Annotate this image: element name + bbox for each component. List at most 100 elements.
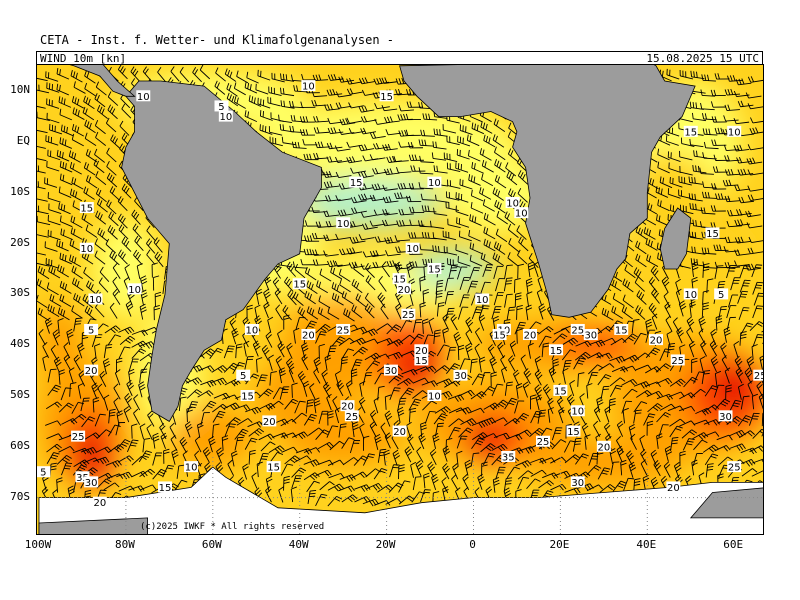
wind-barb: [346, 156, 363, 164]
wind-barb: [107, 225, 118, 240]
wind-field-blob: [551, 329, 639, 361]
wind-barb: [293, 291, 304, 306]
wind-barb: [396, 219, 412, 227]
wind-barb: [536, 288, 543, 305]
wind-barb: [408, 154, 424, 161]
wind-barb: [283, 314, 290, 330]
wind-barb: [369, 132, 386, 139]
wind-barb: [495, 278, 505, 292]
header-bar: WIND 10m [kn] 15.08.2025 15 UTC: [36, 51, 763, 65]
wind-barb: [739, 279, 751, 293]
wind-barb: [334, 260, 351, 268]
wind-barb: [306, 306, 319, 320]
speed-label: 25: [727, 461, 742, 474]
wind-barb: [466, 134, 480, 147]
speed-label: 15: [549, 344, 564, 357]
wind-barb: [47, 214, 61, 226]
wind-barb: [406, 261, 414, 278]
wind-barb: [199, 65, 211, 80]
wind-barb: [722, 179, 739, 187]
wind-barb: [289, 125, 304, 134]
lat-tick-label: 40S: [10, 337, 30, 351]
wind-barb: [72, 277, 84, 292]
wind-barb: [294, 263, 306, 279]
wind-barb: [481, 159, 494, 173]
wind-barb: [284, 276, 294, 292]
wind-barb: [405, 113, 422, 121]
wind-barb: [304, 266, 317, 281]
wind-barb: [456, 266, 468, 280]
speed-label: 25: [336, 323, 351, 336]
map-panel[interactable]: 10 5 10 10 15 15 10 15 10 15 10 10 10 15 10 10 15 10 15 15 2…: [36, 64, 764, 535]
wind-barb: [381, 261, 390, 278]
wind-barb: [479, 148, 492, 161]
wind-barb: [377, 292, 386, 309]
wind-barb: [327, 260, 343, 268]
wind-barb: [455, 162, 469, 173]
wind-barb: [299, 129, 316, 136]
wind-barb: [384, 236, 400, 244]
wind-barb: [419, 302, 426, 318]
wind-barb: [527, 261, 535, 278]
wind-barb: [514, 277, 521, 293]
wind-barb: [268, 126, 283, 136]
wind-barb: [85, 175, 98, 189]
wind-barb: [153, 237, 163, 253]
wind-barb: [418, 167, 434, 175]
wind-barb: [300, 101, 316, 108]
wind-barb: [753, 292, 763, 306]
wind-barb: [248, 95, 262, 107]
wind-barb: [432, 141, 447, 150]
wind-barb: [761, 412, 763, 427]
wind-barb: [481, 173, 494, 187]
wind-barb: [384, 116, 400, 124]
lon-tick-label: 40W: [288, 538, 309, 551]
wind-barb: [710, 89, 726, 97]
wind-barb: [295, 317, 306, 331]
wind-barb: [84, 70, 96, 84]
wind-barb: [739, 265, 751, 279]
wind-barb: [734, 249, 750, 256]
wind-barb: [37, 234, 49, 238]
wind-barb: [369, 250, 386, 258]
wind-barb: [479, 187, 492, 200]
speed-label: 10: [184, 461, 199, 474]
wind-barb: [668, 162, 682, 174]
wind-barb: [346, 78, 363, 85]
wind-barb: [505, 162, 517, 177]
wind-barb: [701, 74, 716, 82]
wind-barb: [624, 264, 636, 279]
wind-barb: [691, 246, 706, 255]
wind-barb: [272, 277, 281, 294]
wind-barb: [738, 196, 754, 204]
wind-barb: [445, 201, 459, 212]
wind-barb: [397, 113, 413, 121]
wind-barb: [106, 199, 117, 215]
wind-barb: [233, 96, 246, 109]
wind-barb: [85, 224, 98, 238]
wind-barb: [380, 303, 389, 320]
wind-barb: [326, 156, 343, 163]
wind-barb: [763, 486, 764, 493]
wind-barb: [71, 305, 83, 319]
wind-barb: [244, 81, 258, 94]
wind-barb: [358, 77, 375, 85]
wind-barb: [494, 146, 506, 161]
wind-barb: [483, 226, 496, 240]
wind-barb: [643, 227, 656, 240]
wind-barb: [37, 145, 46, 149]
wind-barb: [58, 96, 72, 108]
wind-barb: [690, 258, 705, 267]
wind-barb: [323, 210, 339, 218]
wind-barb: [37, 262, 50, 267]
wind-barb: [372, 261, 389, 269]
wind-barb: [538, 303, 546, 320]
wind-barb: [306, 280, 318, 295]
wind-barb: [737, 100, 754, 108]
wind-barb: [747, 247, 763, 255]
wind-barb: [747, 169, 763, 176]
wind-barb: [154, 291, 162, 308]
wind-barb: [483, 238, 496, 252]
wind-barb: [255, 288, 263, 305]
